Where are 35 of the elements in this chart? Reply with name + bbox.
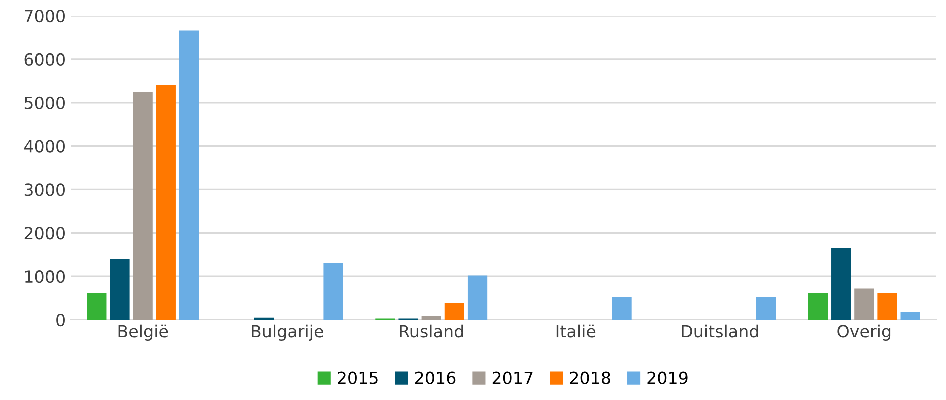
y-tick-label: 0 <box>56 314 65 327</box>
bar <box>612 297 632 320</box>
y-tick-label: 7000 <box>25 10 65 23</box>
bar <box>133 92 153 320</box>
y-tick-label: 1000 <box>26 270 65 284</box>
legend-label: 2019 <box>648 372 688 384</box>
bar <box>444 303 465 320</box>
legend-label: 2017 <box>492 372 533 384</box>
bar <box>110 259 130 320</box>
legend-label: 2018 <box>570 372 610 384</box>
bar <box>179 30 200 320</box>
bar <box>156 85 176 320</box>
y-tick-label: 4000 <box>24 140 65 153</box>
bar <box>87 293 107 320</box>
legend-label: 2015 <box>338 372 378 384</box>
x-tick-label: Overig <box>838 324 891 341</box>
bar <box>808 293 828 320</box>
y-tick-label: 6000 <box>24 53 65 66</box>
x-tick-label: België <box>118 324 168 341</box>
bar <box>324 264 344 320</box>
bar <box>900 312 920 320</box>
bar <box>422 316 442 320</box>
bar <box>878 293 898 320</box>
bar <box>468 276 488 320</box>
y-tick-label: 5000 <box>24 96 65 110</box>
bar <box>756 297 776 320</box>
x-tick-label: Bulgarije <box>252 324 324 341</box>
x-tick-label: Italië <box>556 324 596 338</box>
x-tick-label: Rusland <box>400 324 464 338</box>
bar <box>854 288 874 320</box>
x-tick-label: Duitsland <box>682 324 758 338</box>
y-tick-label: 3000 <box>24 184 65 196</box>
legend-label: 2016 <box>416 372 456 384</box>
bar <box>832 248 852 320</box>
y-tick-label: 2000 <box>24 227 65 240</box>
